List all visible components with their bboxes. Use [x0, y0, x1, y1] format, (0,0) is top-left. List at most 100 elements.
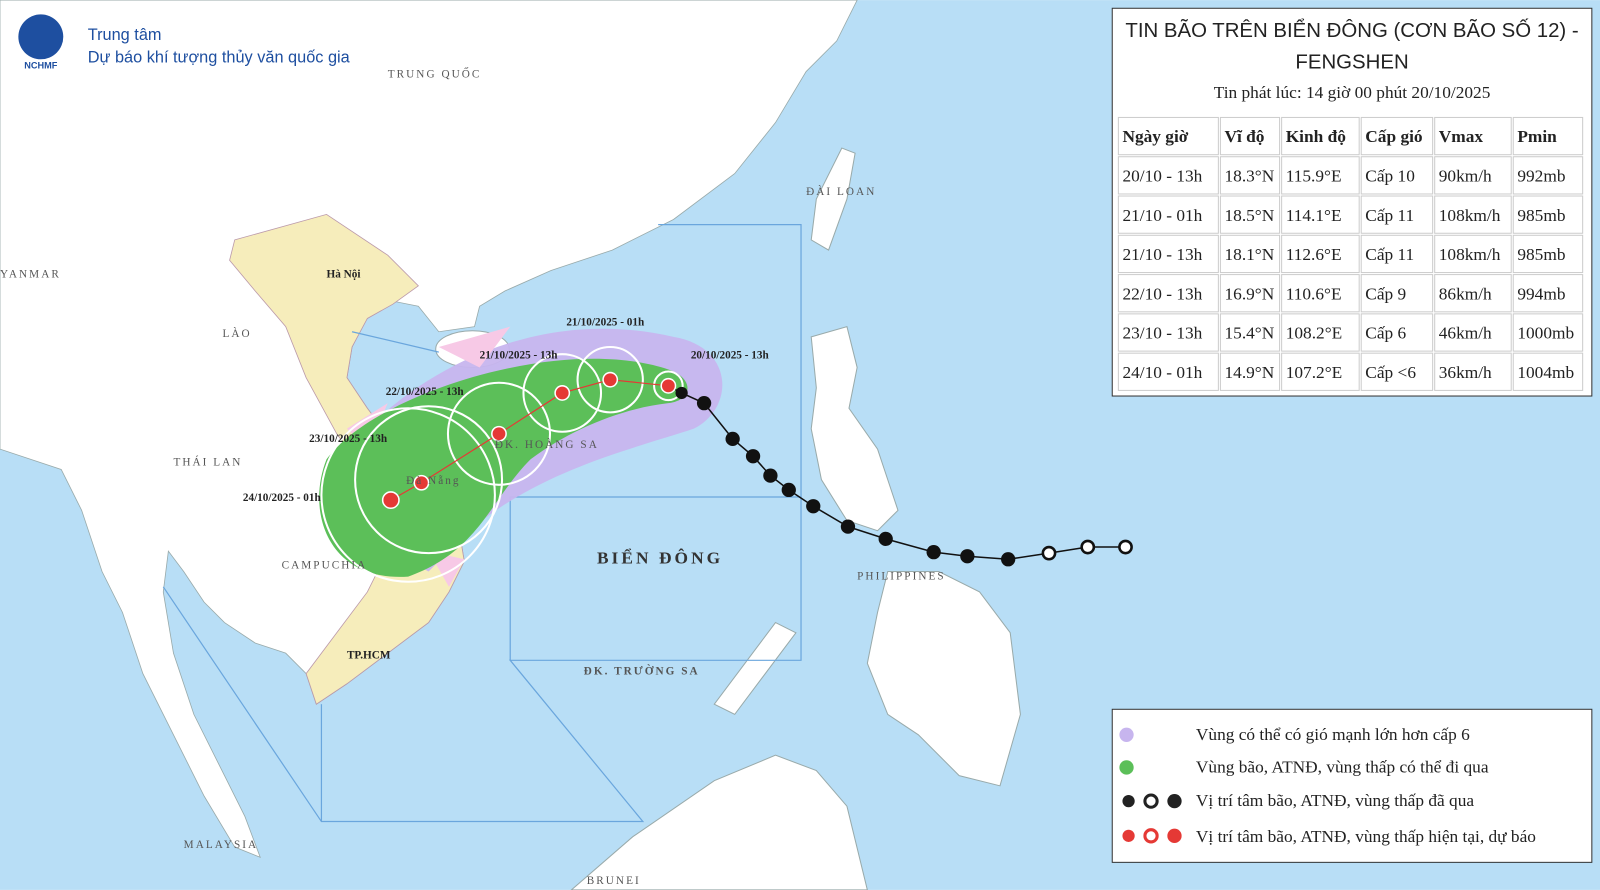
country-label: CAMPUCHIA	[282, 559, 368, 571]
table-cell	[1512, 156, 1584, 195]
past-track	[668, 385, 1126, 561]
info-title: TIN BÃO TRÊN BIỂN ĐÔNG (CƠN BÃO SỐ 12) -	[1125, 18, 1578, 42]
table-cell	[1219, 156, 1281, 195]
table-cell	[1434, 313, 1512, 352]
table-cell	[1512, 234, 1584, 274]
legend-swatch	[1122, 793, 1182, 809]
logo	[18, 14, 64, 60]
track-label: 22/10/2025 - 13h	[386, 386, 465, 398]
circle	[522, 353, 603, 433]
info-title: FENGSHEN	[1295, 51, 1408, 73]
cell-text: 18.3°N	[1224, 166, 1274, 185]
cell-text: 22/10 - 13h	[1122, 284, 1202, 303]
header-text: Cấp gió	[1365, 127, 1422, 146]
boundary	[351, 331, 439, 353]
logo-text: NCHMF	[24, 60, 58, 70]
wind-circles	[320, 346, 684, 583]
cell-text: Cấp 6	[1365, 324, 1406, 343]
icon	[1143, 793, 1159, 809]
header-cell	[1434, 116, 1512, 156]
sea-label: ĐK. HOÀNG SA	[495, 439, 599, 451]
cell-text: Cấp 10	[1365, 166, 1415, 185]
cell-text: Cấp <6	[1365, 363, 1416, 382]
table-cell	[1434, 195, 1512, 234]
circle	[446, 381, 552, 486]
legend-swatch	[1119, 760, 1134, 775]
header-text: Ngày giờ	[1122, 127, 1188, 146]
table-cell	[1117, 352, 1219, 391]
country-label: LÀO	[222, 328, 251, 340]
forecast-positions	[381, 371, 677, 510]
table-cell	[1360, 156, 1434, 195]
cell-text: 18.5°N	[1224, 206, 1274, 225]
table-cell	[1360, 352, 1434, 391]
cell-text: Cấp 11	[1365, 206, 1414, 225]
cell-text: 15.4°N	[1224, 324, 1274, 343]
icon	[1122, 795, 1135, 808]
cell-text: 108.2°E	[1286, 324, 1343, 343]
cell-text: 18.1°N	[1224, 245, 1274, 264]
cell-text: 110.6°E	[1286, 284, 1342, 303]
icon	[1167, 828, 1182, 843]
table-cell	[1434, 274, 1512, 313]
country-label: YANMAR	[0, 269, 61, 281]
philippines-south	[866, 571, 1021, 787]
cell-text: 1000mb	[1517, 324, 1574, 343]
forecast-low	[381, 491, 400, 510]
forecast-storm	[660, 377, 677, 394]
past-storm	[745, 449, 761, 464]
city-label: TP.HCM	[347, 649, 391, 661]
cell-text: 14.9°N	[1224, 363, 1274, 382]
past-storm	[675, 386, 688, 400]
legend-label: Vùng bão, ATNĐ, vùng thấp có thể đi qua	[1196, 758, 1489, 777]
table-cell	[1360, 274, 1434, 313]
table-cell	[1434, 234, 1512, 274]
circle	[653, 370, 684, 402]
cell-text: 46km/h	[1439, 324, 1492, 343]
past-depression	[1041, 545, 1057, 561]
cell-text: 20/10 - 13h	[1122, 166, 1202, 185]
legend-label: Vùng có thể có gió mạnh lớn hơn cấp 6	[1196, 725, 1470, 744]
table-cell	[1117, 234, 1219, 274]
cell-text: 90km/h	[1439, 166, 1492, 185]
table-cell	[1360, 313, 1434, 352]
cell-text: Cấp 9	[1365, 284, 1406, 303]
table-cell	[1360, 195, 1434, 234]
org-name: Trung tâm	[88, 26, 162, 44]
legend-label: Vị trí tâm bão, ATNĐ, vùng thấp đã qua	[1196, 791, 1474, 810]
table-cell	[1434, 352, 1512, 391]
track-label: 21/10/2025 - 01h	[566, 317, 645, 329]
table-cell	[1219, 274, 1281, 313]
cell-text: 21/10 - 13h	[1122, 245, 1202, 264]
table-cell	[1117, 156, 1219, 195]
header-cell	[1281, 116, 1360, 156]
cell-text: 108km/h	[1439, 206, 1501, 225]
taiwan	[810, 147, 856, 251]
past-depression	[1080, 539, 1096, 555]
table-cell	[1219, 195, 1281, 234]
header-cell	[1117, 116, 1219, 156]
past-storm	[960, 549, 975, 564]
header-cell	[1219, 116, 1281, 156]
cell-text: 24/10 - 01h	[1122, 363, 1202, 382]
past-storm	[781, 482, 796, 498]
cell-text: 114.1°E	[1286, 206, 1342, 225]
circle	[576, 346, 644, 414]
cell-text: 112.6°E	[1286, 245, 1342, 264]
info-table: Ngày giờ Vĩ độ Kinh độ Cấp gió Vmax Pmin 20/10…	[1117, 116, 1584, 391]
table-cell	[1434, 156, 1512, 195]
city-label: Hà Nội	[327, 269, 361, 281]
table-cell	[1117, 195, 1219, 234]
country-label: BRUNEI	[587, 875, 641, 887]
borneo	[570, 754, 868, 890]
cell-text: 1004mb	[1517, 363, 1574, 382]
table-cell	[1512, 274, 1584, 313]
header-text: Vmax	[1439, 127, 1484, 146]
table-cell	[1219, 352, 1281, 391]
past-storm	[878, 531, 893, 547]
country-label: TRUNG QUỐC	[388, 68, 482, 81]
cell-text: 86km/h	[1439, 284, 1492, 303]
forecast-storm	[491, 425, 507, 442]
header-text: Kinh độ	[1286, 127, 1346, 146]
